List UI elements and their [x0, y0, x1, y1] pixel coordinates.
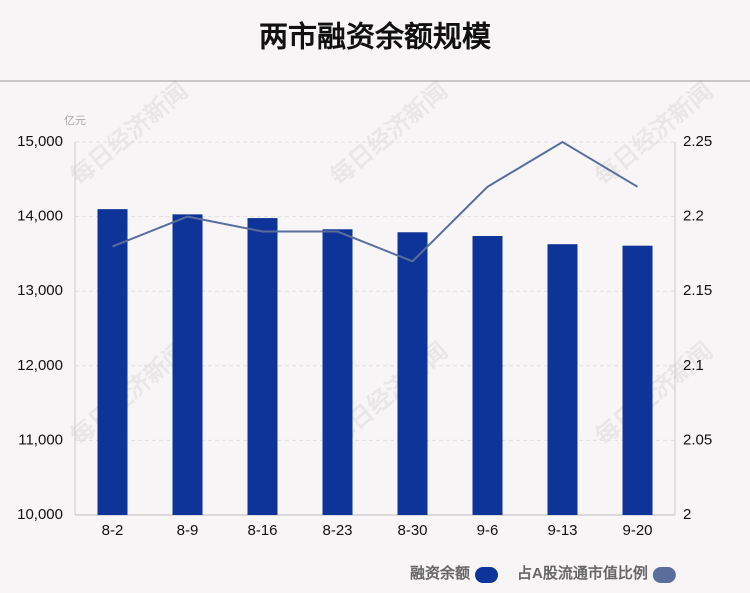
- x-tick-label: 8-9: [177, 522, 199, 539]
- x-tick-label: 8-23: [322, 522, 352, 539]
- y2-tick-label: 2.2: [683, 208, 704, 225]
- y2-tick-label: 2.05: [683, 431, 712, 448]
- y-tick-label: 15,000: [17, 133, 63, 150]
- bar: [97, 209, 128, 515]
- y-tick-label: 11,000: [18, 431, 63, 448]
- legend-marker: [652, 567, 676, 583]
- bar: [247, 218, 278, 516]
- legend-label: 融资余额: [410, 564, 470, 582]
- chart-title: 两市融资余额规模: [259, 20, 492, 54]
- bar: [172, 214, 203, 515]
- y2-tick-label: 2.25: [683, 133, 712, 150]
- bar: [622, 245, 653, 515]
- bar: [472, 235, 503, 515]
- x-tick-label: 9-13: [547, 522, 577, 539]
- legend-label: 占A股流通市值比例: [517, 564, 648, 582]
- y2-tick-label: 2: [683, 506, 691, 523]
- x-tick-label: 8-16: [247, 522, 277, 539]
- legend-marker: [475, 567, 499, 583]
- line: [112, 140, 639, 263]
- y-tick-label: 13,000: [17, 282, 63, 299]
- bar: [547, 244, 578, 515]
- y-tick-label: 10,000: [17, 506, 63, 523]
- y-unit: 亿元: [64, 114, 86, 127]
- y2-tick-label: 2.1: [683, 357, 704, 374]
- bar: [322, 229, 353, 516]
- x-tick-label: 8-2: [102, 522, 124, 539]
- bar: [397, 232, 428, 516]
- x-tick-label: 9-6: [477, 522, 499, 539]
- x-tick-label: 8-30: [397, 522, 427, 539]
- x-tick-label: 9-20: [622, 522, 652, 539]
- y2-tick-label: 2.15: [683, 282, 712, 299]
- y-tick-label: 12,000: [17, 357, 63, 374]
- y-tick-label: 14,000: [17, 208, 63, 225]
